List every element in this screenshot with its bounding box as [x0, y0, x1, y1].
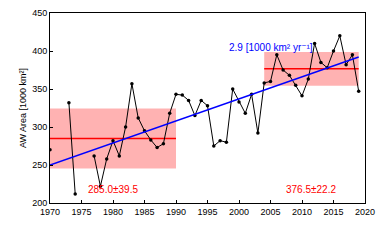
svg-text:285.0±39.5: 285.0±39.5	[88, 184, 138, 195]
svg-text:2000: 2000	[229, 207, 249, 217]
svg-text:2010: 2010	[292, 207, 312, 217]
svg-text:350: 350	[32, 84, 47, 94]
svg-text:1985: 1985	[134, 207, 154, 217]
svg-text:1975: 1975	[71, 207, 91, 217]
svg-text:1970: 1970	[40, 207, 60, 217]
svg-text:376.5±22.2: 376.5±22.2	[286, 184, 336, 195]
svg-text:1995: 1995	[197, 207, 217, 217]
svg-text:AW Area [1000 km²]: AW Area [1000 km²]	[18, 68, 28, 148]
svg-text:2015: 2015	[323, 207, 343, 217]
svg-text:2020: 2020	[355, 207, 375, 217]
svg-text:400: 400	[32, 46, 47, 56]
svg-text:300: 300	[32, 122, 47, 132]
svg-text:1980: 1980	[103, 207, 123, 217]
svg-text:2005: 2005	[260, 207, 280, 217]
svg-text:200: 200	[32, 198, 47, 208]
svg-text:1990: 1990	[166, 207, 186, 217]
svg-text:2.9 [1000 km² yr⁻¹]: 2.9 [1000 km² yr⁻¹]	[229, 42, 313, 53]
svg-text:250: 250	[32, 160, 47, 170]
svg-text:450: 450	[32, 8, 47, 18]
